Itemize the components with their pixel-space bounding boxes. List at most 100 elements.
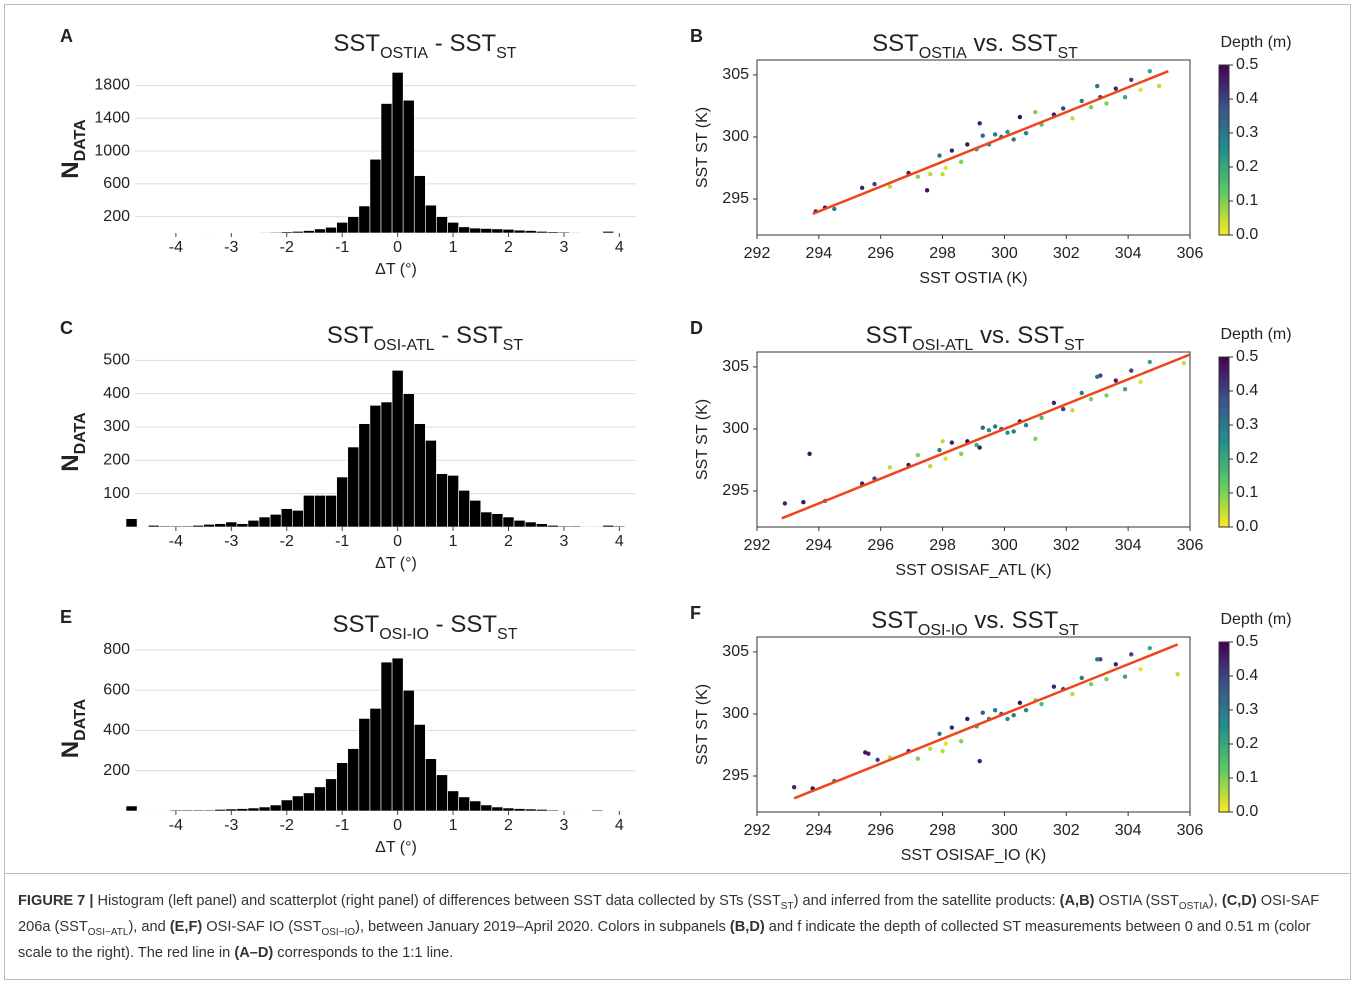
- colorbar-segment: [1219, 412, 1229, 417]
- text-part: SST: [872, 30, 919, 57]
- colorbar-segment: [1219, 188, 1229, 193]
- x-tick-label: 1: [449, 817, 458, 834]
- colorbar-segment: [1219, 659, 1229, 664]
- scatter-point: [1129, 77, 1134, 83]
- colorbar-segment: [1219, 150, 1229, 155]
- colorbar-segment: [1219, 497, 1229, 502]
- subscript: OSI-ATL: [374, 337, 435, 354]
- colorbar-segment: [1219, 782, 1229, 787]
- y-tick-label: 300: [722, 128, 749, 145]
- bar: [535, 809, 548, 812]
- scatter-point: [924, 188, 930, 193]
- text-part: N: [57, 161, 84, 178]
- scatter-point: [1039, 415, 1044, 420]
- bar: [391, 370, 404, 528]
- bar: [602, 231, 615, 234]
- bar: [314, 228, 326, 234]
- colorbar-tick-label: 0.2: [1236, 735, 1258, 752]
- colorbar-segment: [1219, 510, 1229, 515]
- bar: [558, 810, 570, 812]
- x-tick-label: 302: [1053, 245, 1080, 262]
- colorbar-segment: [1219, 357, 1229, 362]
- x-tick-label: -3: [224, 533, 238, 550]
- text-part: - SST: [435, 322, 503, 349]
- x-tick-label: 292: [744, 537, 771, 554]
- bar: [425, 440, 437, 528]
- bar: [247, 520, 260, 528]
- subscript: DATA: [72, 412, 89, 455]
- scatter-point: [1005, 129, 1010, 135]
- scatter-point: [1175, 672, 1180, 677]
- scatter-point: [965, 142, 970, 147]
- bar: [203, 524, 215, 528]
- bar: [147, 810, 160, 812]
- bar: [292, 231, 304, 234]
- bar: [347, 216, 360, 234]
- scatter-point: [1088, 396, 1094, 402]
- scatter-point: [1023, 131, 1029, 136]
- x-tick-label: -3: [224, 817, 238, 834]
- scatter-point: [992, 132, 998, 137]
- text-part: SST: [871, 607, 918, 634]
- colorbar-segment: [1219, 786, 1229, 792]
- bar: [325, 495, 337, 528]
- colorbar-segment: [1219, 90, 1229, 96]
- bar: [314, 495, 326, 528]
- scatter-point: [977, 758, 982, 764]
- scatter-point: [1138, 379, 1143, 384]
- x-tick-label: 0: [393, 239, 402, 256]
- y-tick-label: 400: [103, 385, 130, 402]
- bar: [413, 175, 426, 234]
- colorbar-segment: [1219, 727, 1229, 732]
- reference-line: [781, 353, 1191, 520]
- bar: [480, 228, 493, 234]
- scatter-point: [1147, 645, 1152, 651]
- y-tick-label: 200: [103, 208, 130, 225]
- colorbar-segment: [1219, 116, 1229, 121]
- colorbar-segment: [1219, 778, 1229, 783]
- x-tick-label: 296: [867, 245, 894, 262]
- colorbar-segment: [1219, 425, 1229, 430]
- scatter-point: [887, 465, 893, 470]
- colorbar-segment: [1219, 192, 1229, 198]
- bar: [591, 809, 604, 812]
- scatter-point: [958, 739, 964, 744]
- subscript: OSTIA: [380, 45, 428, 62]
- x-axis-label: SST OSTIA (K): [919, 270, 1027, 287]
- bar: [458, 226, 470, 234]
- bar: [558, 525, 570, 528]
- x-tick-label: -2: [280, 533, 294, 550]
- subscript: ST: [1057, 45, 1078, 62]
- scatter-point: [1113, 86, 1118, 91]
- colorbar-segment: [1219, 222, 1229, 227]
- scatter-point: [986, 427, 992, 433]
- scatter-point: [980, 425, 985, 430]
- caption-subscript: ST: [780, 900, 794, 912]
- colorbar-segment: [1219, 162, 1229, 168]
- bar: [181, 525, 193, 528]
- bar: [192, 525, 204, 528]
- bar: [303, 495, 315, 528]
- scatter-point: [915, 452, 921, 458]
- x-tick-label: 298: [929, 822, 956, 839]
- colorbar-segment: [1219, 476, 1229, 481]
- bar: [502, 807, 515, 812]
- bar: [402, 689, 415, 812]
- plot-area: [756, 351, 1191, 528]
- panel-letter: D: [690, 318, 703, 338]
- bar: [480, 804, 493, 812]
- colorbar-segment: [1219, 807, 1229, 813]
- bar: [402, 393, 415, 528]
- x-axis-label: SST OSISAF_ATL (K): [895, 562, 1051, 579]
- colorbar-tick-label: 0.0: [1236, 803, 1258, 820]
- colorbar-segment: [1219, 416, 1229, 422]
- scatter-point: [1113, 662, 1118, 667]
- scatter-point: [875, 757, 880, 763]
- colorbar-segment: [1219, 446, 1229, 451]
- bar: [436, 774, 448, 812]
- scatter-point: [1060, 106, 1066, 111]
- bar: [580, 526, 592, 528]
- bar: [125, 805, 138, 812]
- bar: [513, 229, 526, 234]
